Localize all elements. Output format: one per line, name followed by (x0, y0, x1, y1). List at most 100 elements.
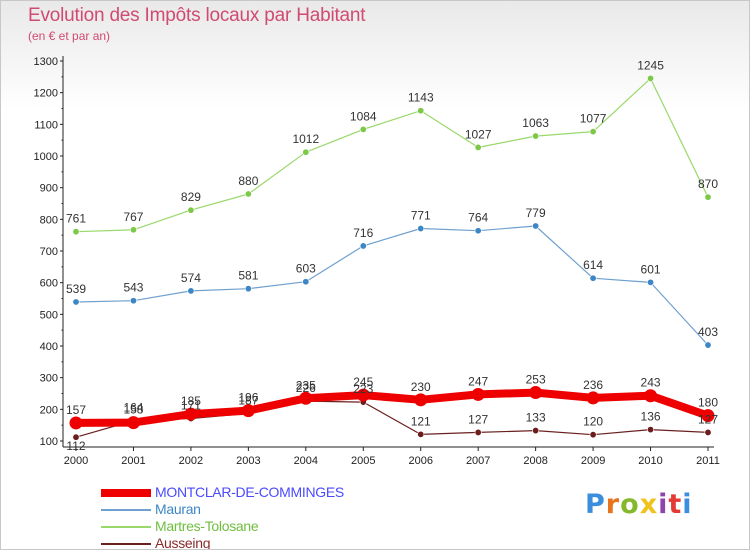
y-tick-label: 400 (40, 341, 58, 353)
y-tick-label: 600 (40, 278, 58, 290)
legend-label: Mauran (155, 501, 201, 517)
data-label: 1143 (408, 91, 434, 105)
data-label: 543 (123, 281, 143, 295)
data-label: 1063 (522, 116, 549, 130)
data-label: 187 (238, 393, 258, 407)
data-label: 603 (296, 262, 316, 276)
data-point (532, 427, 540, 435)
data-point (647, 426, 655, 434)
data-label: 1084 (350, 109, 377, 123)
data-point (414, 393, 428, 407)
y-tick-label: 1000 (34, 151, 58, 163)
data-point (244, 190, 252, 198)
data-label: 614 (583, 258, 603, 272)
y-tick-label: 1200 (34, 88, 58, 100)
data-label: 243 (641, 376, 661, 390)
x-tick-label: 2000 (64, 455, 88, 467)
data-point (471, 387, 485, 401)
data-label: 403 (698, 325, 718, 339)
logo-letter: r (605, 489, 621, 520)
data-point (302, 148, 310, 156)
data-point (241, 404, 255, 418)
data-point (474, 428, 482, 436)
data-label: 1012 (292, 132, 319, 146)
data-label: 764 (468, 211, 488, 225)
legend-item: Martres-Tolosane (101, 518, 344, 535)
data-label: 185 (181, 394, 201, 408)
y-tick-label: 200 (40, 404, 58, 416)
x-tick-label: 2003 (236, 455, 260, 467)
data-label: 761 (66, 212, 86, 226)
legend-swatch (101, 525, 151, 528)
legend-item: Ausseing (101, 535, 344, 550)
data-label: 230 (411, 380, 431, 394)
data-point (356, 388, 370, 402)
data-point (704, 193, 712, 201)
data-point (704, 341, 712, 349)
data-label: 164 (123, 401, 143, 415)
data-point (72, 298, 80, 306)
data-label: 1027 (465, 127, 492, 141)
data-label: 157 (66, 403, 86, 417)
data-label: 235 (296, 378, 316, 392)
data-point (589, 431, 597, 439)
data-label: 870 (698, 177, 718, 191)
data-label: 767 (123, 210, 143, 224)
data-label: 601 (641, 262, 661, 276)
data-point (187, 206, 195, 214)
logo-letter: t (668, 489, 683, 520)
data-label: 716 (353, 226, 373, 240)
data-label: 253 (526, 373, 546, 387)
data-label: 171 (181, 399, 201, 413)
x-tick-label: 2011 (696, 455, 720, 467)
data-point (647, 74, 655, 82)
data-label: 247 (468, 374, 488, 388)
logo-letter: o (620, 489, 640, 520)
data-label: 158 (123, 403, 143, 417)
data-point (701, 409, 715, 423)
y-tick-label: 800 (40, 214, 58, 226)
data-label: 112 (66, 439, 85, 453)
data-point (184, 407, 198, 421)
logo-letter: i (682, 489, 693, 520)
data-label: 223 (353, 382, 373, 396)
y-tick-label: 1100 (34, 119, 58, 131)
data-point (532, 222, 540, 230)
data-label: 771 (411, 209, 431, 223)
data-label: 880 (238, 174, 258, 188)
y-tick-label: 1300 (34, 56, 58, 68)
data-point (417, 107, 425, 115)
data-label: 136 (641, 410, 661, 424)
data-label: 581 (238, 269, 258, 283)
chart-subtitle: (en € et par an) (28, 29, 111, 43)
data-point (129, 226, 137, 234)
logo-letter: P (585, 489, 606, 520)
data-label: 1077 (580, 112, 607, 126)
proxiti-logo: Proxiti (585, 489, 693, 520)
legend: MONTCLAR-DE-COMMINGES Mauran Martres-Tolos… (101, 484, 344, 550)
data-point (529, 386, 543, 400)
data-point (586, 391, 600, 405)
chart-title: Evolution des Impôts locaux par Habitant (28, 5, 366, 26)
logo-letter: x (639, 489, 659, 520)
legend-swatch (101, 508, 151, 511)
x-tick-label: 2006 (408, 455, 432, 467)
x-tick-label: 2010 (638, 455, 662, 467)
data-point (299, 391, 313, 405)
data-point (126, 416, 140, 430)
legend-swatch (101, 542, 151, 545)
data-point (302, 278, 310, 286)
logo-letter: i (658, 489, 669, 520)
legend-item: MONTCLAR-DE-COMMINGES (101, 484, 344, 501)
data-point (589, 274, 597, 282)
legend-label: Martres-Tolosane (155, 518, 259, 534)
y-tick-label: 300 (40, 373, 58, 385)
legend-label: Ausseing (155, 535, 211, 550)
y-tick-label: 500 (40, 309, 58, 321)
data-label: 127 (698, 412, 718, 426)
y-tick-label: 700 (40, 246, 58, 258)
data-label: 196 (238, 391, 258, 405)
data-point (72, 228, 80, 236)
